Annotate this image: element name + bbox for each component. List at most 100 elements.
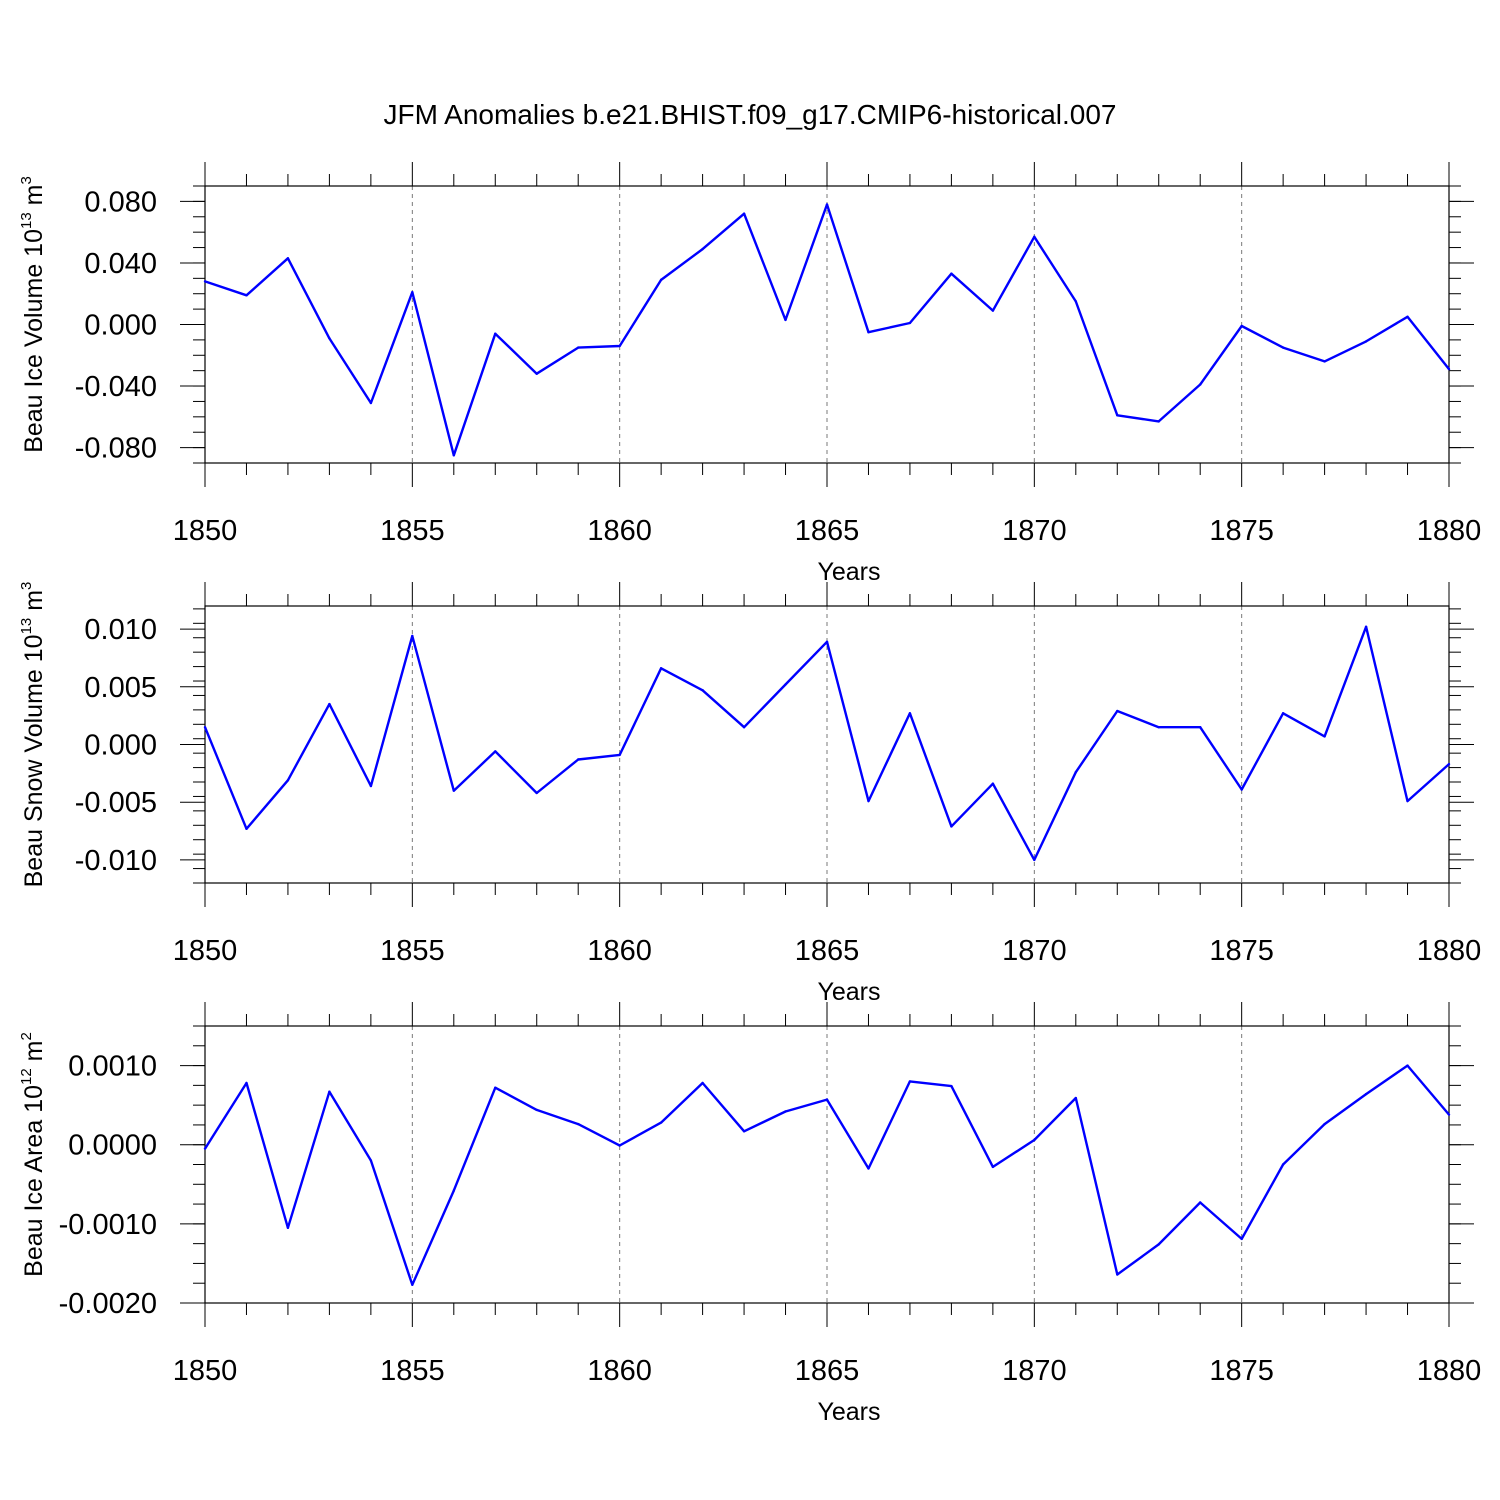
data-point-1865	[825, 203, 829, 206]
data-point-1855	[411, 1283, 414, 1286]
data-point-1861	[659, 667, 663, 670]
data-point-1852	[286, 1226, 290, 1230]
data-point-1866	[867, 799, 870, 803]
y-tick-label: -0.0010	[59, 1209, 157, 1241]
y-tick-label: 0.0010	[68, 1051, 157, 1083]
data-point-1858	[535, 372, 538, 375]
x-tick-label: 1850	[173, 935, 238, 967]
y-axis-title-unit-exponent: 3	[18, 582, 35, 590]
data-point-1878	[1364, 340, 1368, 343]
x-tick-label: 1865	[795, 935, 860, 967]
x-axis-title: Years	[817, 978, 880, 1006]
y-tick-label: 0.005	[84, 672, 157, 704]
data-point-1870	[1033, 1138, 1036, 1142]
data-point-1875	[1240, 324, 1243, 328]
y-tick-label: -0.0020	[59, 1288, 157, 1320]
data-point-1876	[1281, 1163, 1285, 1166]
data-point-1880	[1447, 762, 1451, 766]
data-point-1869	[991, 1165, 995, 1169]
y-axis-title-exponent: 13	[18, 212, 35, 229]
data-point-1858	[535, 791, 538, 795]
y-tick-label: 0.000	[84, 310, 157, 342]
data-point-1856	[452, 1189, 455, 1192]
data-point-1850	[203, 280, 207, 283]
data-point-1863	[742, 1130, 746, 1133]
data-point-1857	[494, 1086, 497, 1089]
data-point-1869	[991, 309, 995, 312]
data-point-1864	[784, 318, 787, 322]
data-point-1850	[203, 725, 207, 729]
data-point-1864	[784, 683, 787, 686]
data-point-1878	[1364, 625, 1368, 628]
data-point-1873	[1157, 725, 1160, 729]
x-tick-label: 1865	[795, 515, 860, 547]
x-tick-label: 1855	[380, 1355, 445, 1387]
y-tick-label: -0.040	[75, 371, 157, 403]
data-point-1875	[1240, 788, 1243, 791]
figure-title: JFM Anomalies b.e21.BHIST.f09_g17.CMIP6-…	[383, 99, 1116, 130]
data-point-1859	[577, 346, 580, 349]
data-point-1860	[618, 753, 621, 757]
x-tick-label: 1850	[173, 515, 238, 547]
data-point-1852	[286, 257, 290, 260]
data-point-1862	[701, 1081, 704, 1085]
data-point-1853	[328, 1090, 331, 1093]
data-point-1876	[1281, 712, 1285, 715]
data-point-1875	[1240, 1237, 1243, 1241]
x-tick-label: 1870	[1002, 515, 1067, 547]
data-point-1872	[1116, 414, 1119, 417]
data-point-1858	[535, 1108, 538, 1112]
panel-1: 1850 1855 1860 1865 1870 1875 1880 0.080 0.040 0.…	[18, 162, 1481, 586]
data-point-1874	[1199, 725, 1202, 729]
data-point-1864	[784, 1110, 787, 1113]
y-tick-label: 0.0000	[68, 1130, 157, 1162]
data-point-1872	[1116, 1273, 1119, 1276]
data-point-1868	[950, 272, 953, 275]
panel-3: 1850 1855 1860 1865 1870 1875 1880 0.0010 0.0000…	[18, 1002, 1481, 1426]
data-point-1873	[1157, 420, 1160, 423]
data-point-1855	[411, 634, 414, 638]
data-point-1870	[1033, 858, 1036, 862]
data-point-1876	[1281, 346, 1285, 349]
data-point-1859	[577, 1122, 580, 1126]
y-axis-title-text: Beau Ice Volume 10	[20, 229, 48, 453]
data-point-1879	[1406, 799, 1409, 803]
data-point-1851	[245, 1081, 248, 1085]
x-tick-label: 1870	[1002, 1355, 1067, 1387]
data-point-1860	[618, 344, 621, 348]
data-point-1854	[369, 401, 373, 405]
data-point-1857	[494, 332, 497, 335]
y-axis-title-unit-exponent: 2	[18, 1032, 35, 1040]
data-point-1861	[659, 278, 663, 282]
data-point-1879	[1406, 315, 1409, 319]
y-tick-label: 0.040	[84, 248, 157, 280]
y-tick-label: -0.080	[75, 433, 157, 465]
y-tick-label: 0.010	[84, 614, 157, 646]
data-point-1869	[991, 782, 995, 785]
y-tick-label: 0.000	[84, 730, 157, 762]
y-axis-title: Beau Snow Volume 1013 m3	[18, 582, 48, 888]
data-point-1852	[286, 779, 290, 782]
data-point-1850	[203, 1147, 207, 1150]
data-point-1874	[1199, 383, 1202, 386]
x-tick-label: 1880	[1417, 1355, 1482, 1387]
y-axis-title-unit: m	[20, 590, 48, 618]
data-point-1863	[742, 725, 746, 729]
x-tick-label: 1850	[173, 1355, 238, 1387]
y-tick-label: 0.080	[84, 186, 157, 218]
x-tick-label: 1875	[1209, 935, 1274, 967]
data-point-1853	[328, 702, 331, 706]
data-point-1880	[1447, 1113, 1451, 1116]
data-point-1873	[1157, 1243, 1160, 1246]
y-axis-title-text: Beau Ice Area 10	[20, 1085, 48, 1277]
data-point-1853	[328, 337, 331, 340]
data-point-1867	[908, 712, 912, 715]
x-axis-title: Years	[817, 558, 880, 586]
data-point-1865	[825, 1098, 829, 1101]
data-point-1855	[411, 290, 414, 294]
y-axis-title: Beau Ice Volume 1013 m3	[18, 176, 48, 453]
data-point-1877	[1323, 360, 1326, 363]
data-point-1871	[1074, 1096, 1078, 1100]
data-point-1867	[908, 1080, 912, 1083]
x-tick-label: 1875	[1209, 515, 1274, 547]
